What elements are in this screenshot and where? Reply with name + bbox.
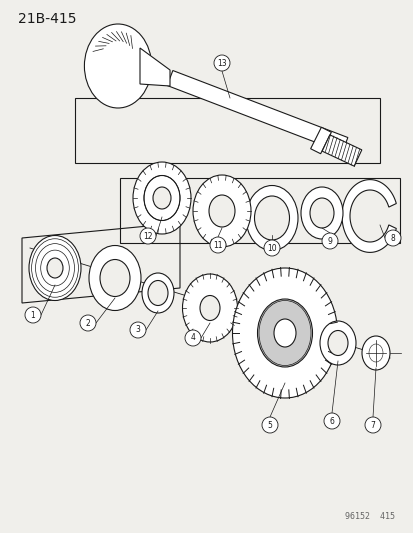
Text: 96152  415: 96152 415 xyxy=(344,512,394,521)
Ellipse shape xyxy=(300,187,342,239)
Ellipse shape xyxy=(192,175,250,247)
Polygon shape xyxy=(310,127,330,154)
Ellipse shape xyxy=(209,195,235,227)
Circle shape xyxy=(130,322,146,338)
Text: 3: 3 xyxy=(135,326,140,335)
Circle shape xyxy=(209,237,225,253)
Ellipse shape xyxy=(232,268,337,398)
Ellipse shape xyxy=(327,330,347,356)
Text: 4: 4 xyxy=(190,334,195,343)
Ellipse shape xyxy=(199,295,219,320)
Polygon shape xyxy=(140,48,170,86)
Polygon shape xyxy=(167,70,347,152)
Circle shape xyxy=(364,417,380,433)
Circle shape xyxy=(185,330,201,346)
Ellipse shape xyxy=(254,196,289,240)
Text: 12: 12 xyxy=(143,231,152,240)
Ellipse shape xyxy=(273,319,295,347)
Circle shape xyxy=(80,315,96,331)
Text: 13: 13 xyxy=(217,59,226,68)
Ellipse shape xyxy=(153,187,171,209)
Text: 1: 1 xyxy=(31,311,35,319)
Ellipse shape xyxy=(144,175,180,221)
Circle shape xyxy=(323,413,339,429)
Ellipse shape xyxy=(319,321,355,365)
Text: 11: 11 xyxy=(213,240,222,249)
Circle shape xyxy=(140,228,156,244)
Text: 6: 6 xyxy=(329,416,334,425)
Text: 21B-415: 21B-415 xyxy=(18,12,76,26)
Circle shape xyxy=(214,55,230,71)
Text: 2: 2 xyxy=(85,319,90,327)
Ellipse shape xyxy=(257,299,312,367)
Ellipse shape xyxy=(89,246,141,311)
Ellipse shape xyxy=(47,258,63,278)
Ellipse shape xyxy=(361,336,389,370)
Text: 5: 5 xyxy=(267,421,272,430)
Ellipse shape xyxy=(84,24,151,108)
Polygon shape xyxy=(341,180,395,253)
Circle shape xyxy=(25,307,41,323)
Ellipse shape xyxy=(142,273,173,313)
Circle shape xyxy=(263,240,279,256)
Ellipse shape xyxy=(29,236,81,301)
Text: 10: 10 xyxy=(266,244,276,253)
Ellipse shape xyxy=(182,274,237,342)
Text: 9: 9 xyxy=(327,237,332,246)
Circle shape xyxy=(321,233,337,249)
Polygon shape xyxy=(321,135,361,166)
Text: 8: 8 xyxy=(390,233,394,243)
Ellipse shape xyxy=(133,162,190,234)
Circle shape xyxy=(384,230,400,246)
Text: 7: 7 xyxy=(370,421,375,430)
Ellipse shape xyxy=(245,185,297,251)
Circle shape xyxy=(261,417,277,433)
Ellipse shape xyxy=(147,280,168,305)
Ellipse shape xyxy=(100,260,130,296)
Ellipse shape xyxy=(309,198,333,228)
